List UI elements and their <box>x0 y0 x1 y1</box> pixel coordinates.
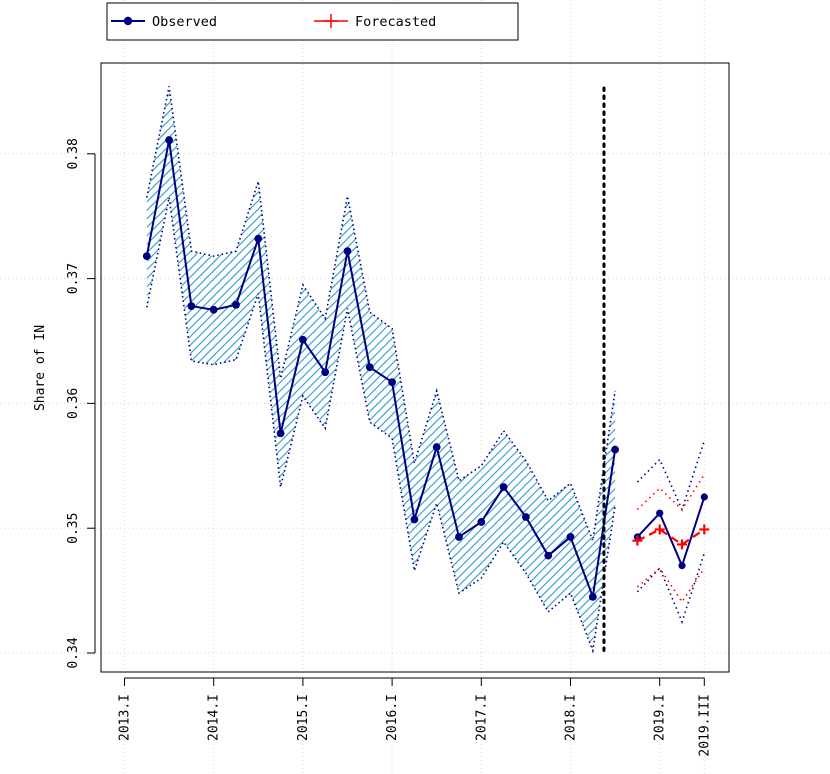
observed-point <box>410 515 419 524</box>
x-tick-label: 2019.III <box>697 694 712 757</box>
observed-point <box>588 592 597 601</box>
series-lines <box>145 86 706 654</box>
series-points <box>142 136 710 601</box>
y-tick-label: 0.37 <box>66 263 81 294</box>
legend-observed-marker <box>123 16 133 26</box>
forecast-point <box>677 539 687 550</box>
observed-point <box>522 513 530 521</box>
observed-point <box>455 533 463 541</box>
observed-lower-bound <box>146 197 616 654</box>
x-tick-label: 2015.I <box>296 694 311 741</box>
forecast-point <box>632 535 643 546</box>
forecast-point <box>654 524 665 535</box>
x-tick-label: 2018.I <box>564 694 579 741</box>
legend: Observed Forecasted <box>106 2 519 41</box>
holdout-lower-bound <box>636 552 706 625</box>
observed-point <box>432 443 441 451</box>
plot-frame <box>100 62 730 673</box>
observed-point <box>566 533 575 541</box>
observed-point <box>165 136 174 144</box>
observed-point <box>611 445 619 454</box>
observed-point <box>187 302 196 310</box>
forecast-point <box>699 524 710 535</box>
holdout-point <box>678 562 686 570</box>
observed-point <box>499 483 508 491</box>
x-tick-label: 2017.I <box>474 694 489 741</box>
observed-point <box>365 363 374 372</box>
y-axis-label: Share of IN <box>33 325 48 411</box>
y-tick-label: 0.35 <box>66 513 81 544</box>
legend-observed-label: Observed <box>152 14 217 30</box>
x-tick-label: 2016.I <box>385 694 400 741</box>
observed-line <box>145 139 617 601</box>
y-tick-label: 0.36 <box>66 388 81 419</box>
observed-point <box>142 252 151 261</box>
observed-point <box>276 429 285 438</box>
observed-point <box>388 378 396 387</box>
legend-box <box>106 2 519 41</box>
observed-point <box>343 247 352 256</box>
holdout-line <box>636 496 706 569</box>
x-tick-label: 2019.I <box>653 694 668 741</box>
x-tick-label: 2014.I <box>207 694 222 741</box>
legend-forecasted-marker <box>324 14 338 28</box>
y-tick-label: 0.38 <box>66 138 81 169</box>
forecast-upper-bound <box>636 474 705 511</box>
x-tick-label: 2013.I <box>118 694 133 741</box>
holdout-point <box>700 493 708 501</box>
holdout-upper-bound <box>636 440 706 512</box>
forecast-lower-bound <box>636 566 705 604</box>
observed-point <box>209 305 218 314</box>
observed-confidence-band <box>146 86 616 651</box>
observed-point <box>321 368 330 377</box>
observed-point <box>254 234 263 243</box>
observed-point <box>232 300 240 309</box>
observed-point <box>544 551 553 560</box>
legend-forecasted-label: Forecasted <box>355 14 436 30</box>
confidence-bands <box>146 86 616 651</box>
y-tick-label: 0.34 <box>66 637 81 668</box>
axes: 0.34 0.35 0.36 0.37 0.38 2013.I 2014.I 2015.I 20… <box>66 138 712 756</box>
observed-point <box>477 518 486 526</box>
observed-point <box>299 335 307 344</box>
holdout-point <box>656 509 664 517</box>
forecast-line <box>636 528 705 546</box>
